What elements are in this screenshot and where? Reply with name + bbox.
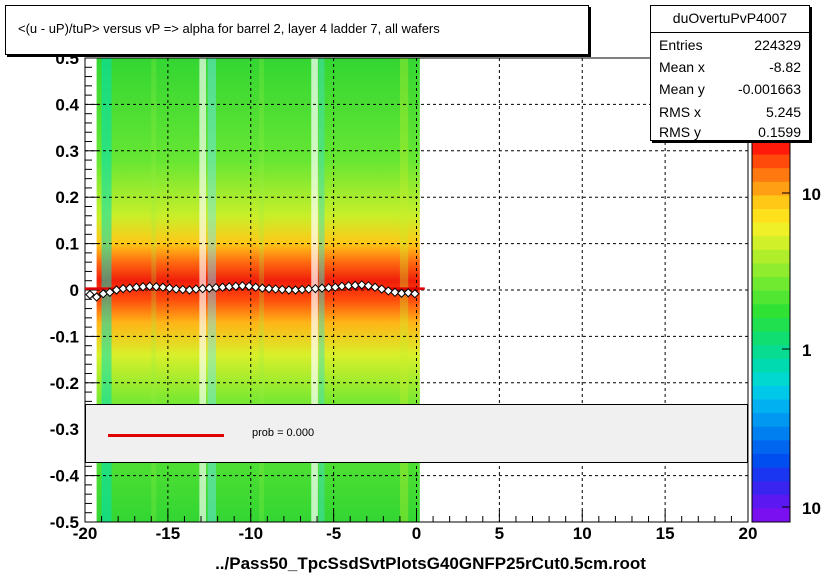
x-tick-label: 5 xyxy=(495,524,504,543)
x-axis-label: ../Pass50_TpcSsdSvtPlotsG40GNFP25rCut0.5… xyxy=(0,554,833,574)
color-palette: 10 1 10 xyxy=(751,140,821,523)
stats-value: 5.245 xyxy=(765,104,801,120)
stats-value: -8.82 xyxy=(769,59,801,75)
palette-swatch xyxy=(752,249,790,264)
y-tick-label: 0.2 xyxy=(55,188,79,207)
legend-entry: prob = 0.000 xyxy=(252,427,315,439)
palette-swatch xyxy=(752,222,790,237)
x-axis-label-text: ../Pass50_TpcSsdSvtPlotsG40GNFP25rCut0.5… xyxy=(215,554,646,573)
y-tick-label: 0 xyxy=(70,281,79,300)
x-tick-label: 20 xyxy=(739,524,758,543)
stats-key: RMS x xyxy=(659,104,701,120)
palette-swatch xyxy=(752,440,790,455)
y-tick-label: 0.3 xyxy=(55,142,79,161)
x-tick-label: 0 xyxy=(412,524,421,543)
palette-swatch xyxy=(752,236,790,251)
profile-point xyxy=(105,287,115,298)
y-tick-label: 0.1 xyxy=(55,235,79,254)
x-tick-label: -10 xyxy=(238,524,263,543)
x-tick-label: -5 xyxy=(326,524,341,543)
stats-key: Mean x xyxy=(659,59,705,75)
x-tick-label: 10 xyxy=(573,524,592,543)
stats-key: Mean y xyxy=(659,81,705,97)
stats-row-mean-y: Mean y -0.001663 xyxy=(659,78,801,100)
stats-key: Entries xyxy=(659,37,703,53)
palette-swatch xyxy=(752,494,790,509)
palette-swatch xyxy=(752,399,790,414)
z-tick-label: 10 xyxy=(802,499,821,518)
palette-swatch xyxy=(752,317,790,332)
stats-row-rms-x: RMS x 5.245 xyxy=(659,101,801,123)
palette-swatch xyxy=(752,345,790,360)
stats-key: RMS y xyxy=(659,124,701,140)
y-tick-label: -0.2 xyxy=(50,374,79,393)
y-tick-label: -0.3 xyxy=(50,420,79,439)
z-tick-label: 1 xyxy=(802,341,811,360)
stats-title: duOvertuPvP4007 xyxy=(651,6,809,33)
palette-swatch xyxy=(752,508,790,523)
x-tick-label: 15 xyxy=(656,524,675,543)
palette-swatch xyxy=(752,141,790,156)
palette-swatch xyxy=(752,304,790,319)
heatmap-stripe xyxy=(101,58,112,522)
palette-swatch xyxy=(752,358,790,373)
y-tick-label: 0.4 xyxy=(55,95,79,114)
y-tick-label: -0.5 xyxy=(50,513,79,532)
stats-value: -0.001663 xyxy=(737,81,801,97)
palette-swatch xyxy=(752,290,790,305)
axis-layer: -20 -15 -10 -5 0 5 10 15 20 -0.5 -0.4 -0.3 -0.2 -0.1 0… xyxy=(50,49,758,543)
palette-swatch xyxy=(752,453,790,469)
stats-row-mean-x: Mean x -8.82 xyxy=(659,56,801,78)
palette-swatch xyxy=(752,168,790,183)
legend-box: prob = 0.000 xyxy=(85,404,748,463)
legend-line-swatch xyxy=(108,434,224,437)
x-tick-label: -15 xyxy=(156,524,181,543)
palette-swatch xyxy=(752,209,790,224)
palette-swatch xyxy=(752,481,790,496)
profile-point xyxy=(85,289,95,300)
z-tick-label: 10 xyxy=(802,185,821,204)
palette-swatch xyxy=(752,467,790,482)
chart-title: <(u - uP)/tuP> versus vP => alpha for ba… xyxy=(18,21,440,36)
profile-layer xyxy=(85,280,425,302)
profile-point xyxy=(410,289,420,299)
y-tick-label: -0.4 xyxy=(50,467,80,486)
stats-row-rms-y: RMS y 0.1599 xyxy=(659,123,801,141)
palette-swatch xyxy=(752,372,790,387)
y-tick-label: -0.1 xyxy=(50,327,79,346)
stats-box: duOvertuPvP4007 Entries 224329 Mean x -8… xyxy=(650,5,810,141)
palette-swatch xyxy=(752,331,790,346)
palette-swatch xyxy=(752,426,790,441)
x-tick-label: -20 xyxy=(73,524,98,543)
palette-swatch xyxy=(752,385,790,401)
palette-swatch xyxy=(752,413,790,428)
palette-swatch xyxy=(752,277,790,292)
palette-swatch xyxy=(752,263,790,278)
stats-value: 0.1599 xyxy=(758,124,801,140)
palette-swatch xyxy=(752,181,790,196)
palette-border xyxy=(751,140,791,523)
profile-point xyxy=(91,292,102,302)
title-box: <(u - uP)/tuP> versus vP => alpha for ba… xyxy=(5,5,589,55)
stats-row-entries: Entries 224329 xyxy=(659,34,801,56)
palette-swatch xyxy=(752,154,790,169)
stats-value: 224329 xyxy=(754,37,801,53)
palette-swatch xyxy=(752,195,790,210)
